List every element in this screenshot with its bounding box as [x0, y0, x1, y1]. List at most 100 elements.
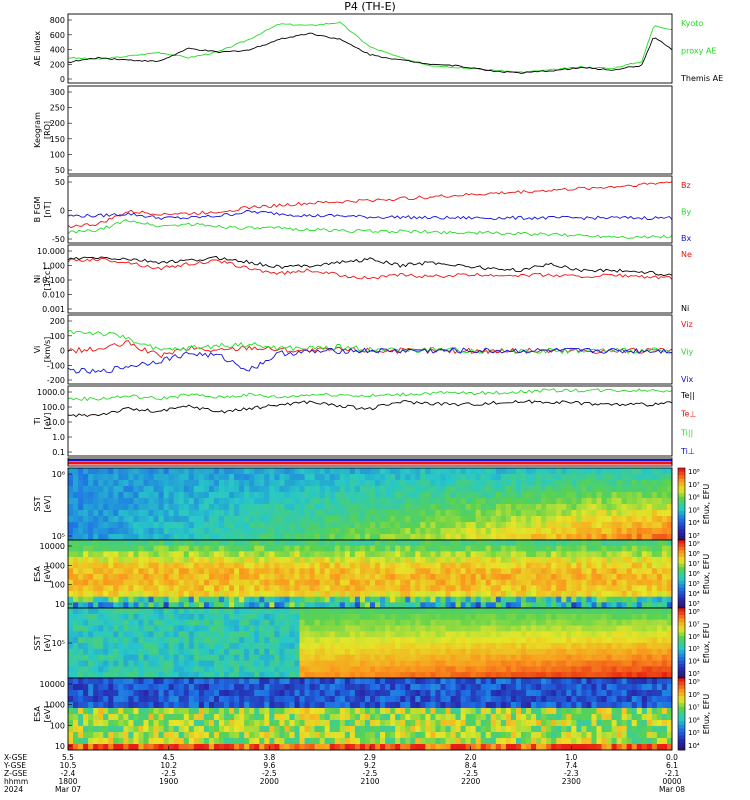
spectrogram-cell: [576, 631, 582, 638]
spectrogram-cell: [400, 574, 406, 581]
spectrogram-cell: [123, 492, 129, 499]
spectrogram-cell: [410, 648, 416, 656]
spectrogram-cell: [485, 660, 492, 667]
spectrogram-cell: [586, 619, 592, 626]
spectrogram-cell: [203, 702, 210, 709]
spectrogram-cell: [309, 545, 316, 552]
spectrogram-cell: [289, 637, 295, 644]
spectrogram-cell: [208, 562, 215, 569]
spectrogram-cell: [208, 574, 215, 581]
spectrogram-cell: [359, 510, 366, 517]
spectrogram-cell: [83, 732, 89, 739]
spectrogram-cell: [576, 660, 582, 667]
spectrogram-cell: [329, 660, 336, 667]
spectrogram-cell: [138, 738, 144, 745]
spectrogram-cell: [390, 557, 396, 564]
spectrogram-cell: [666, 492, 673, 499]
spectrogram-cell: [304, 631, 310, 638]
spectrogram-cell: [505, 574, 512, 581]
spectrogram-cell: [73, 643, 79, 650]
spectrogram-cell: [183, 522, 190, 529]
spectrogram-cell: [510, 498, 517, 505]
spectrogram-cell: [259, 522, 265, 529]
spectrogram-cell: [198, 654, 205, 661]
spectrogram-cell: [123, 510, 129, 517]
spectrogram-cell: [510, 596, 517, 603]
spectrogram-cell: [168, 660, 175, 667]
spectrogram-cell: [470, 643, 477, 650]
spectrogram-cell: [78, 696, 84, 703]
spectrogram-cell: [259, 678, 265, 685]
spectrogram-cell: [616, 568, 623, 575]
spectrogram-cell: [380, 480, 386, 487]
spectrogram-cell: [158, 510, 165, 517]
spectrogram-cell: [390, 666, 396, 673]
spectrogram-cell: [626, 631, 633, 638]
spectrogram-cell: [128, 702, 134, 709]
spectrogram-cell: [68, 720, 74, 727]
spectrogram-cell: [440, 591, 446, 598]
spectrogram-cell: [526, 568, 532, 575]
spectrogram-cell: [536, 654, 542, 661]
spectrogram-cell: [138, 498, 144, 505]
spectrogram-cell: [405, 468, 411, 475]
spectrogram-cell: [400, 468, 406, 475]
spectrogram-cell: [329, 545, 336, 552]
spectrogram-cell: [213, 522, 220, 529]
spectrogram-cell: [224, 643, 230, 650]
spectrogram-cell: [148, 504, 154, 511]
spectrogram-cell: [495, 534, 502, 541]
spectrogram-cell: [153, 468, 159, 475]
spectrogram-cell: [616, 619, 623, 626]
spectrogram-cell: [465, 480, 472, 487]
spectrogram-cell: [234, 510, 240, 517]
legend-entry: Te||: [680, 391, 695, 400]
spectrogram-cell: [465, 492, 472, 499]
spectrogram-cell: [541, 596, 547, 603]
spectrogram-cell: [178, 660, 185, 667]
spectrogram-cell: [163, 690, 170, 697]
spectrogram-cell: [606, 498, 612, 505]
spectrogram-cell: [113, 480, 119, 487]
spectrogram-cell: [309, 613, 316, 621]
spectrogram-cell: [556, 534, 562, 541]
colorbar-tick-label: 10⁸: [688, 550, 700, 558]
spectrogram-cell: [118, 528, 124, 535]
spectrogram-cell: [203, 696, 210, 703]
spectrogram-cell: [118, 468, 124, 475]
spectrogram-cell: [183, 557, 190, 564]
spectrogram-cell: [239, 498, 245, 505]
spectrogram-cell: [601, 551, 607, 558]
spectrogram-cell: [636, 468, 643, 475]
spectrogram-cell: [646, 672, 653, 679]
y-axis-unit: [eV]: [43, 566, 52, 583]
spectrogram-cell: [551, 498, 557, 505]
spectrogram-cell: [168, 637, 175, 644]
spectrogram-cell: [485, 516, 492, 523]
spectrogram-cell: [93, 726, 99, 733]
colorbar-swatch: [678, 646, 685, 651]
spectrogram-cell: [118, 557, 124, 564]
spectrogram-cell: [611, 510, 618, 517]
spectrogram-cell: [108, 522, 114, 529]
spectrogram-cell: [611, 480, 618, 487]
spectrogram-cell: [133, 732, 139, 739]
spectrogram-cell: [83, 591, 89, 598]
spectrogram-cell: [68, 613, 74, 621]
spectrogram-cell: [78, 602, 84, 609]
spectrogram-cell: [178, 551, 185, 558]
spectrogram-cell: [606, 562, 612, 569]
spectrogram-cell: [656, 613, 663, 621]
spectrogram-cell: [83, 602, 89, 609]
spectrogram-cell: [274, 534, 280, 541]
spectrogram-cell: [88, 660, 94, 667]
spectrogram-cell: [158, 744, 165, 751]
spectrogram-cell: [445, 568, 451, 575]
spectrogram-cell: [193, 696, 200, 703]
spectrogram-cell: [515, 672, 522, 679]
spectrogram-cell: [234, 568, 240, 575]
spectrogram-cell: [193, 643, 200, 650]
spectrogram-cell: [370, 625, 376, 632]
spectrogram-cell: [249, 637, 255, 644]
spectrogram-cell: [641, 504, 648, 511]
